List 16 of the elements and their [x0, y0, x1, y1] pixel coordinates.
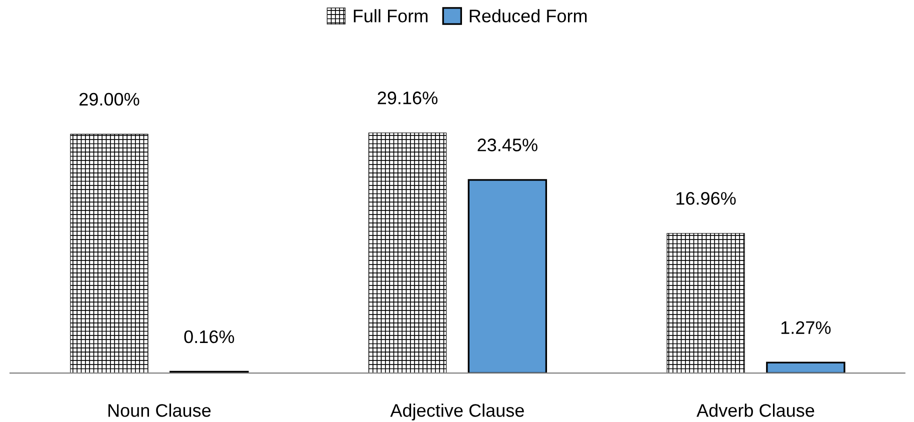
data-label: 1.27% [781, 321, 831, 334]
bar [368, 132, 447, 374]
data-label: 0.16% [184, 330, 234, 344]
bar [666, 233, 745, 374]
data-label: 23.45% [478, 138, 538, 152]
x-tick-label: Adverb Clause [696, 404, 814, 417]
legend-label: Reduced Form [470, 9, 587, 22]
data-label: 29.16% [378, 92, 438, 104]
data-label: 29.00% [80, 92, 140, 106]
x-tick-label: Noun Clause [108, 404, 211, 417]
legend-label: Full Form [354, 9, 428, 22]
bar [468, 179, 548, 374]
data-label: 16.96% [676, 192, 736, 205]
bar [70, 134, 148, 374]
bar [766, 362, 846, 374]
x-tick-label: Adjective Clause [390, 404, 524, 420]
